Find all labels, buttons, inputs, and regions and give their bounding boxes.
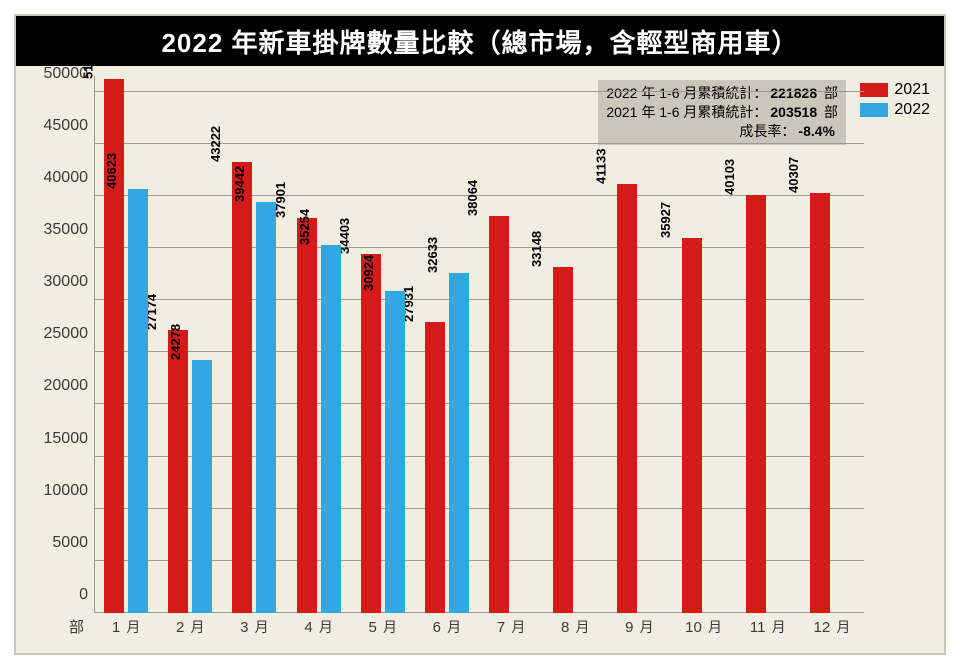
legend-swatch (860, 103, 888, 117)
bar-label: 33148 (529, 231, 545, 267)
legend-label: 2021 (894, 81, 930, 99)
bar-2021-6: 27931 (425, 322, 445, 613)
x-tick-label: 5 月 (368, 613, 397, 637)
x-tick-label: 11 月 (750, 613, 786, 637)
y-axis-line (94, 76, 95, 613)
x-tick-label: 7 月 (497, 613, 526, 637)
y-tick-label: 10000 (44, 482, 95, 500)
bar-2021-5: 34403 (361, 254, 381, 613)
bar-label: 35927 (658, 202, 674, 238)
bar-label: 24278 (168, 324, 184, 360)
y-tick-label: 25000 (44, 325, 95, 343)
bar-label: 30924 (361, 254, 377, 290)
legend-item-2022: 2022 (860, 101, 930, 119)
bar-2021-9: 41133 (617, 184, 637, 613)
legend: 2021 2022 (860, 81, 930, 121)
bar-label: 38064 (465, 180, 481, 216)
bar-label: 39442 (232, 166, 248, 202)
x-tick-label: 10 月 (685, 613, 722, 637)
y-tick-label: 30000 (44, 273, 95, 291)
x-tick-label: 1 月 (112, 613, 141, 637)
bar-label: 40307 (786, 157, 802, 193)
bar-2022-4: 35254 (321, 245, 341, 613)
bar-label: 41133 (594, 149, 610, 184)
x-tick-label: 4 月 (304, 613, 333, 637)
y-tick-label: 40000 (44, 169, 95, 187)
y-tick-label: 0 (79, 586, 94, 604)
y-tick-label: 5000 (52, 534, 94, 552)
bar-2021-7: 38064 (489, 216, 509, 613)
x-tick-label: 2 月 (176, 613, 205, 637)
bar-2021-11: 40103 (746, 195, 766, 613)
bar-2022-6: 32633 (449, 273, 469, 613)
bar-2021-10: 35927 (682, 238, 702, 613)
x-tick-label: 9 月 (625, 613, 654, 637)
bar-2022-2: 24278 (192, 360, 212, 613)
bar-2021-8: 33148 (553, 267, 573, 613)
bar-label: 51179 (80, 44, 96, 79)
chart-title: 2022 年新車掛牌數量比較（總市場，含輕型商用車） (16, 16, 944, 66)
x-tick-label: 6 月 (433, 613, 462, 637)
x-tick-label: 3 月 (240, 613, 269, 637)
plot-area: 部 05000100001500020000250003000035000400… (94, 76, 864, 613)
bar-2022-1: 40623 (128, 189, 148, 613)
grid-line (94, 91, 864, 92)
y-tick-label: 20000 (44, 377, 95, 395)
bar-label: 40103 (722, 159, 738, 195)
legend-label: 2022 (894, 101, 930, 119)
bar-label: 32633 (425, 237, 441, 273)
bar-label: 35254 (297, 209, 313, 245)
bar-label: 43222 (208, 126, 224, 162)
y-tick-label: 35000 (44, 221, 95, 239)
bar-2022-5: 30924 (385, 291, 405, 613)
legend-item-2021: 2021 (860, 81, 930, 99)
y-axis-unit: 部 (69, 616, 94, 637)
chart-container: 2022 年新車掛牌數量比較（總市場，含輕型商用車） 2021 2022 2022… (14, 14, 946, 655)
bar-2021-2: 27174 (168, 330, 188, 613)
y-tick-label: 45000 (44, 117, 95, 135)
bar-2021-4: 37901 (297, 218, 317, 613)
bar-2022-3: 39442 (256, 202, 276, 613)
bar-label: 40623 (104, 153, 120, 189)
bar-2021-12: 40307 (810, 193, 830, 613)
bar-2021-3: 43222 (232, 162, 252, 613)
x-tick-label: 12 月 (813, 613, 850, 637)
x-tick-label: 8 月 (561, 613, 590, 637)
legend-swatch (860, 83, 888, 97)
y-tick-label: 15000 (44, 430, 95, 448)
